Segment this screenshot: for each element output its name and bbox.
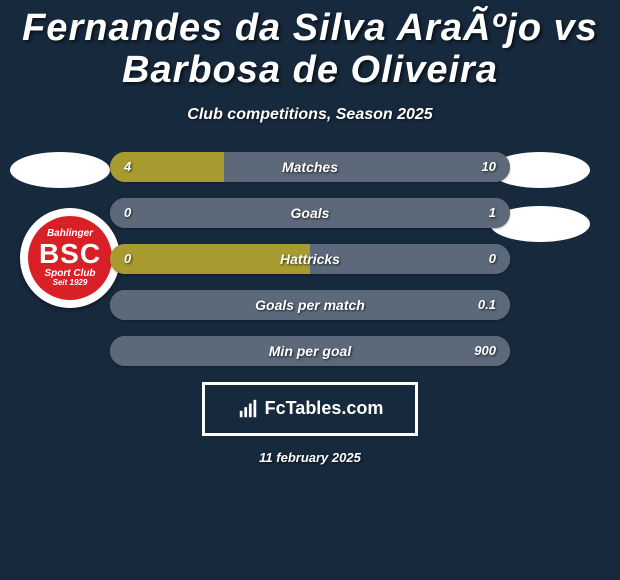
stat-value-left: 4 — [110, 152, 145, 182]
stat-fill-right — [110, 336, 510, 366]
footer-brand-text: FcTables.com — [265, 398, 384, 419]
club-logo: Bahlinger BSC Sport Club Seit 1929 — [20, 208, 120, 308]
bar-chart-icon — [237, 398, 259, 420]
stat-row: Goals per match0.1 — [110, 290, 510, 320]
club-logo-big: BSC — [39, 240, 101, 268]
stat-row: Hattricks00 — [110, 244, 510, 274]
stats-area: Bahlinger BSC Sport Club Seit 1929 Match… — [0, 152, 620, 366]
stat-fill-right — [110, 198, 510, 228]
stat-value-right: 0 — [475, 244, 510, 274]
stat-rows: Matches410Goals01Hattricks00Goals per ma… — [110, 152, 510, 366]
stat-value-right: 900 — [460, 336, 510, 366]
stat-value-left — [110, 336, 138, 366]
stat-value-right: 1 — [475, 198, 510, 228]
stat-value-right: 10 — [468, 152, 510, 182]
club-logo-inner: Bahlinger BSC Sport Club Seit 1929 — [28, 216, 112, 300]
stat-row: Matches410 — [110, 152, 510, 182]
stat-value-left: 0 — [110, 198, 145, 228]
stat-value-right: 0.1 — [464, 290, 510, 320]
player-left-avatar — [10, 152, 110, 188]
footer-brand: FcTables.com — [202, 382, 418, 436]
date-text: 11 february 2025 — [0, 450, 620, 465]
stat-value-left: 0 — [110, 244, 145, 274]
page-title: Fernandes da Silva AraÃºjo vs Barbosa de… — [0, 0, 620, 92]
club-logo-bottom: Seit 1929 — [53, 279, 88, 287]
stat-fill-right — [110, 290, 510, 320]
stat-row: Goals01 — [110, 198, 510, 228]
subtitle: Club competitions, Season 2025 — [0, 106, 620, 124]
comparison-card: Fernandes da Silva AraÃºjo vs Barbosa de… — [0, 0, 620, 580]
stat-row: Min per goal900 — [110, 336, 510, 366]
stat-value-left — [110, 290, 138, 320]
